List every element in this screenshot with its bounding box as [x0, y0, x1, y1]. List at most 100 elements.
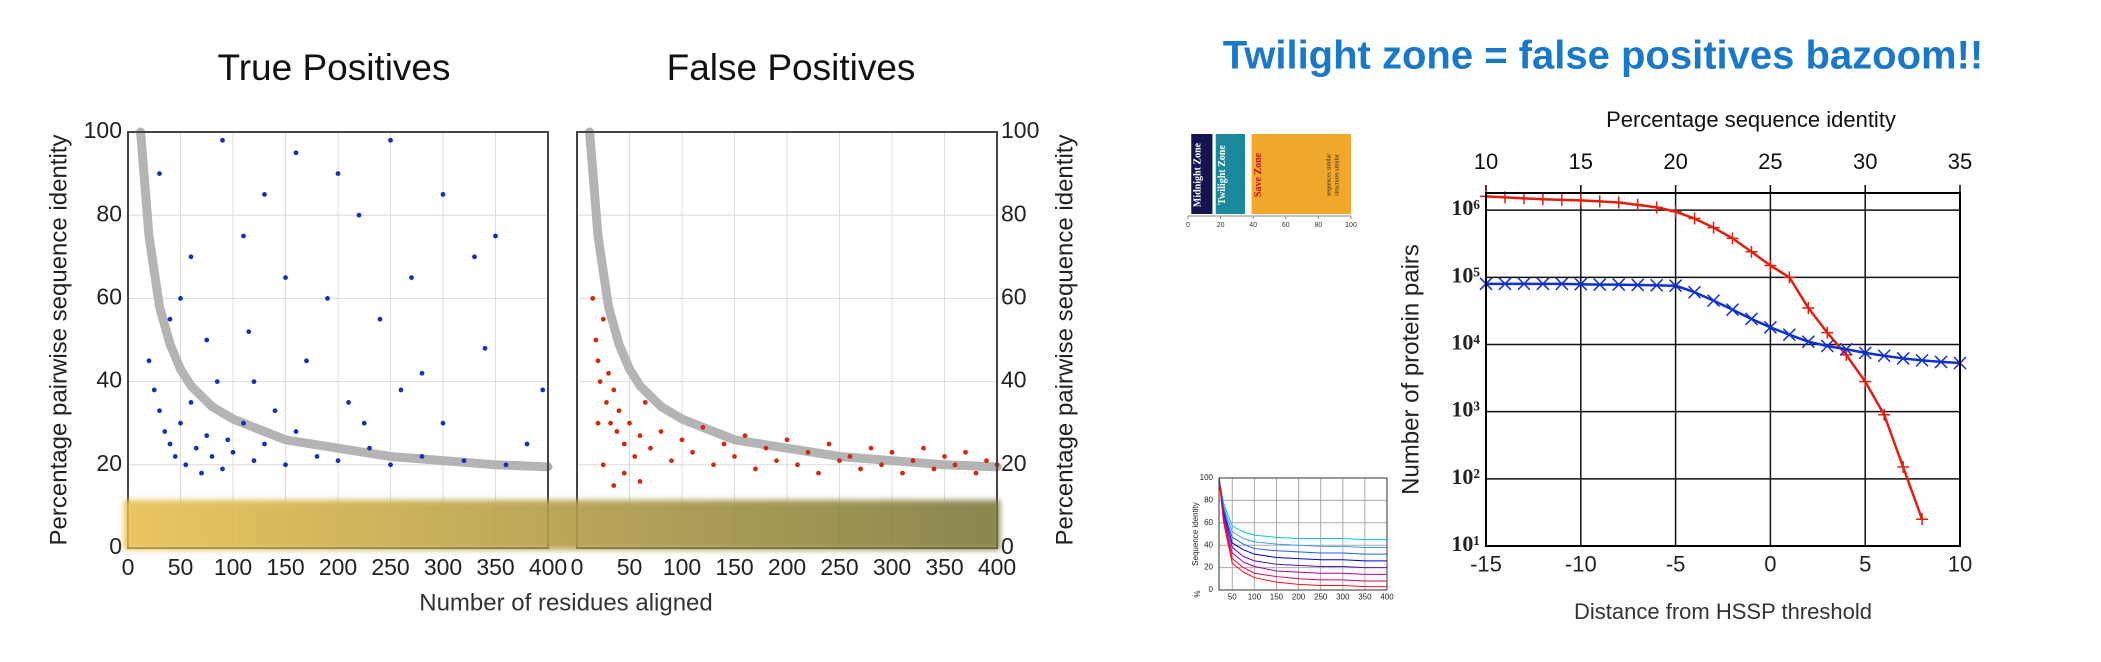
point-marker	[1612, 196, 1625, 209]
point-marker	[1498, 277, 1512, 291]
point-marker	[1840, 348, 1853, 361]
point-marker	[1858, 346, 1872, 360]
y-tick-label: 0	[109, 533, 122, 559]
series-line	[1218, 477, 1388, 555]
scatter-point	[600, 462, 606, 468]
scatter-point	[493, 233, 498, 239]
scatter-point	[314, 454, 320, 459]
scatter-point	[858, 466, 863, 472]
x-tick-label: 200	[768, 554, 806, 580]
point-marker	[1706, 294, 1721, 308]
scatter-point	[472, 254, 477, 260]
scatter-point	[241, 233, 246, 239]
scatter-point	[272, 408, 278, 414]
scatter-point	[826, 441, 832, 447]
y-tick-label: 10⁴	[1451, 330, 1480, 355]
scatter-point	[241, 420, 246, 426]
scatter-point	[648, 445, 653, 451]
scatter-point	[157, 171, 162, 177]
scatter-point	[188, 400, 194, 405]
y-tick-label: 10²	[1451, 464, 1480, 489]
scatter-point	[621, 470, 627, 476]
zone-annotation: sequences similar	[1326, 154, 1332, 197]
scatter-point	[889, 449, 895, 455]
scatter-point	[178, 296, 183, 301]
point-marker	[1878, 408, 1891, 421]
scatter-point	[220, 466, 225, 472]
scatter-point	[204, 433, 210, 439]
scatter-point	[151, 387, 157, 393]
scatter-point	[711, 462, 716, 468]
y-axis-label: Number of protein pairs	[1397, 244, 1424, 495]
scatter-point	[952, 462, 958, 468]
y-tick-label: 40	[96, 367, 122, 393]
point-marker	[1915, 353, 1929, 367]
scatter-point	[637, 433, 643, 439]
scatter-point	[805, 449, 811, 455]
x-tick-label: 400	[529, 554, 567, 580]
scatter-point	[325, 296, 330, 301]
scatter-point	[204, 337, 210, 343]
x-tick-label: 0	[122, 554, 135, 580]
x2-tick-label: 15	[1569, 149, 1593, 174]
scatter-point	[847, 454, 853, 459]
scatter-point	[721, 441, 727, 447]
x-tick-label: 150	[715, 554, 753, 580]
scatter-point	[335, 171, 341, 177]
point-marker	[1536, 193, 1549, 206]
x-tick-label: 5	[1859, 552, 1871, 577]
scatter-point	[910, 458, 916, 464]
scatter-point	[461, 458, 467, 464]
y-tick-label: 10⁶	[1451, 195, 1480, 220]
scatter-point	[162, 429, 168, 434]
point-marker	[1688, 212, 1701, 225]
x-tick-label: 200	[1292, 592, 1306, 601]
point-marker	[1707, 221, 1720, 234]
x2-axis-label: Percentage sequence identity	[1606, 107, 1896, 132]
scatter-point	[600, 316, 606, 322]
scatter-point	[540, 387, 546, 393]
scatter-point	[146, 358, 152, 364]
x-tick-label: 250	[371, 554, 409, 580]
point-marker	[1517, 192, 1530, 205]
point-marker	[1612, 278, 1626, 292]
y-tick-label: 80	[1001, 200, 1027, 226]
scatter-point	[931, 466, 937, 472]
scatter-point	[388, 462, 393, 468]
scatter-point	[984, 458, 989, 464]
x-tick-label: 50	[168, 554, 194, 580]
point-marker	[1555, 193, 1568, 206]
x-tick-label: -15	[1470, 552, 1502, 577]
scatter-point	[879, 462, 884, 468]
y-tick-label: 0	[1001, 533, 1014, 559]
zone-label: Save Zone	[1253, 152, 1264, 197]
y-tick-label: 60	[96, 283, 122, 309]
x-tick-label: 40	[1249, 222, 1257, 229]
scatter-point	[178, 420, 183, 426]
scatter-point	[262, 192, 267, 197]
x-tick-label: 50	[617, 554, 643, 580]
scatter-point	[188, 254, 194, 260]
scatter-point	[377, 316, 383, 322]
zone	[1191, 134, 1213, 214]
series-line	[1218, 477, 1388, 575]
y-tick-label: 10¹	[1451, 531, 1480, 556]
point-marker	[1859, 375, 1872, 388]
scatter-point	[606, 370, 611, 376]
x-tick-label: 0	[571, 554, 584, 580]
y-tick-label: 20	[1001, 450, 1027, 476]
x-tick-label: 80	[1315, 222, 1323, 229]
point-marker	[1821, 326, 1834, 339]
scatter-point	[597, 379, 603, 384]
point-marker	[1631, 198, 1644, 211]
scatter-point	[642, 400, 648, 405]
scatter-point	[220, 137, 225, 143]
charts: 0 50 100 150 200 250 300 350 400020406080100True…	[45, 47, 1972, 624]
x-tick-label: 10	[1948, 552, 1972, 577]
series-line	[136, 127, 553, 472]
x-tick-label: 150	[266, 554, 304, 580]
point-marker	[1916, 513, 1929, 526]
y-tick-label: 20	[1204, 563, 1213, 572]
scatter-point	[593, 337, 599, 343]
point-marker	[1783, 271, 1796, 284]
